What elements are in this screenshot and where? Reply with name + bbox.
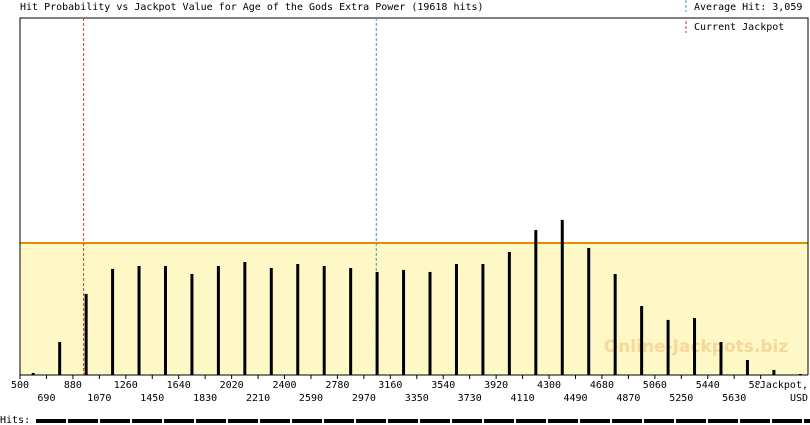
legend-average: Average Hit: 3,059 bbox=[694, 2, 802, 13]
bar bbox=[296, 263, 300, 375]
x-tick-label: 2590 bbox=[299, 393, 323, 404]
bar bbox=[640, 306, 644, 375]
bar bbox=[190, 273, 194, 375]
bar bbox=[560, 219, 564, 375]
reference-band bbox=[20, 243, 808, 375]
watermark: Online-Jackpots.biz bbox=[604, 337, 789, 357]
x-tick-label: 5060 bbox=[643, 380, 667, 391]
bar bbox=[349, 268, 353, 375]
bar bbox=[798, 373, 802, 375]
bar bbox=[719, 342, 723, 375]
chart-title: Hit Probability vs Jackpot Value for Age… bbox=[20, 2, 484, 13]
bar bbox=[507, 252, 511, 375]
x-tick-label: 4110 bbox=[511, 393, 535, 404]
plot-frame bbox=[19, 17, 809, 375]
legend-current: Current Jackpot bbox=[694, 22, 784, 33]
bar bbox=[587, 247, 591, 375]
x-tick-label: 5440 bbox=[696, 380, 720, 391]
bar bbox=[322, 266, 326, 375]
x-tick-label: 1640 bbox=[167, 380, 191, 391]
x-tick-label: 1260 bbox=[114, 380, 138, 391]
x-tick-label: 2970 bbox=[352, 393, 376, 404]
y-label: Hits: bbox=[0, 415, 30, 425]
x-tick-label: 1450 bbox=[140, 393, 164, 404]
x-tick-label: 5630 bbox=[722, 393, 746, 404]
bar bbox=[428, 271, 432, 375]
x-tick-label: 3540 bbox=[431, 380, 455, 391]
x-label: Jackpot, USD bbox=[760, 380, 808, 404]
bar bbox=[666, 319, 670, 375]
bar bbox=[613, 273, 617, 375]
x-tick-label: 5250 bbox=[669, 393, 693, 404]
bar bbox=[58, 342, 62, 375]
bar bbox=[534, 230, 538, 375]
bar bbox=[454, 263, 458, 375]
x-tick-label: 1070 bbox=[87, 393, 111, 404]
x-tick-label: 5820 bbox=[749, 380, 773, 391]
x-tick-label: 3350 bbox=[405, 393, 429, 404]
bar bbox=[772, 369, 776, 375]
bar bbox=[31, 372, 35, 375]
bar bbox=[269, 268, 273, 375]
bar bbox=[745, 359, 749, 375]
x-tick-label: 690 bbox=[37, 393, 55, 404]
x-tick-label: 2210 bbox=[246, 393, 270, 404]
x-tick-label: 4490 bbox=[563, 393, 587, 404]
x-tick-label: 4870 bbox=[616, 393, 640, 404]
x-tick-label: 500 bbox=[11, 380, 29, 391]
bar bbox=[111, 268, 115, 375]
x-tick-label: 2400 bbox=[272, 380, 296, 391]
x-tick-label: 3920 bbox=[484, 380, 508, 391]
x-tick-label: 4300 bbox=[537, 380, 561, 391]
bar bbox=[693, 318, 697, 375]
x-tick-label: 3730 bbox=[458, 393, 482, 404]
bar bbox=[243, 261, 247, 375]
x-tick-label: 880 bbox=[64, 380, 82, 391]
bar bbox=[481, 263, 485, 375]
x-tick-label: 3160 bbox=[378, 380, 402, 391]
bar bbox=[375, 271, 379, 375]
x-tick-label: 2780 bbox=[325, 380, 349, 391]
bar bbox=[402, 269, 406, 375]
bar bbox=[216, 266, 220, 375]
bar bbox=[84, 293, 88, 375]
x-tick-label: 2020 bbox=[220, 380, 244, 391]
bar bbox=[163, 266, 167, 375]
x-tick-label: 1830 bbox=[193, 393, 217, 404]
x-tick-label: 4680 bbox=[590, 380, 614, 391]
bar bbox=[137, 266, 141, 375]
